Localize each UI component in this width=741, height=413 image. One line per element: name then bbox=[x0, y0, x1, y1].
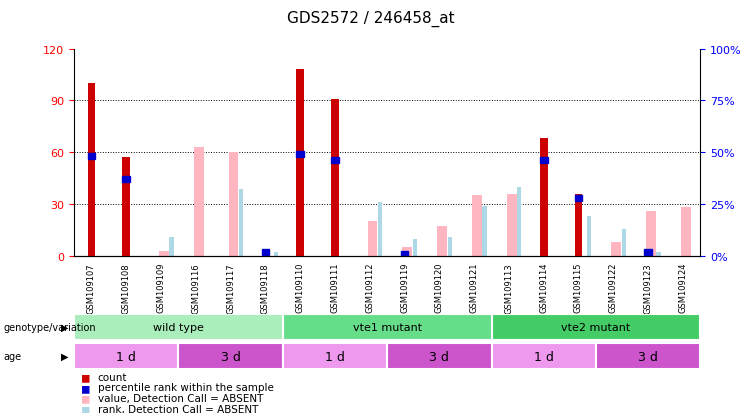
Text: ■: ■ bbox=[82, 402, 89, 413]
Bar bbox=[228, 153, 239, 256]
Text: 3 d: 3 d bbox=[221, 350, 241, 363]
Bar bbox=[273, 252, 278, 256]
Text: rank, Detection Call = ABSENT: rank, Detection Call = ABSENT bbox=[98, 404, 258, 413]
Bar bbox=[448, 237, 452, 256]
Bar bbox=[587, 217, 591, 256]
Bar bbox=[331, 158, 339, 164]
Bar bbox=[296, 152, 304, 158]
Bar bbox=[122, 158, 130, 256]
Bar bbox=[622, 229, 626, 256]
Bar bbox=[193, 148, 204, 256]
Bar bbox=[517, 188, 522, 256]
Text: 3 d: 3 d bbox=[430, 350, 449, 363]
Bar bbox=[575, 195, 582, 201]
Bar bbox=[401, 251, 408, 257]
Bar bbox=[262, 249, 269, 255]
Bar bbox=[170, 237, 173, 256]
Text: vte2 mutant: vte2 mutant bbox=[561, 322, 631, 332]
Bar bbox=[296, 70, 304, 256]
Text: 1 d: 1 d bbox=[116, 350, 136, 363]
Text: 1 d: 1 d bbox=[534, 350, 554, 363]
Text: ▶: ▶ bbox=[61, 351, 68, 361]
Bar bbox=[646, 211, 656, 256]
Text: vte1 mutant: vte1 mutant bbox=[353, 322, 422, 332]
Bar bbox=[74, 343, 179, 369]
Text: ■: ■ bbox=[82, 392, 89, 405]
Bar bbox=[681, 208, 691, 256]
Bar bbox=[74, 314, 283, 340]
Bar bbox=[387, 343, 491, 369]
Text: 1 d: 1 d bbox=[325, 350, 345, 363]
Bar bbox=[507, 194, 516, 256]
Bar bbox=[596, 343, 700, 369]
Bar bbox=[368, 222, 377, 256]
Text: percentile rank within the sample: percentile rank within the sample bbox=[98, 382, 273, 392]
Bar bbox=[472, 196, 482, 256]
Text: ■: ■ bbox=[82, 370, 89, 383]
Bar bbox=[87, 84, 96, 256]
Bar bbox=[283, 314, 491, 340]
Bar bbox=[331, 100, 339, 256]
Bar bbox=[122, 177, 130, 183]
Text: GDS2572 / 246458_at: GDS2572 / 246458_at bbox=[287, 10, 454, 26]
Text: wild type: wild type bbox=[153, 322, 204, 332]
Text: genotype/variation: genotype/variation bbox=[4, 322, 96, 332]
Bar bbox=[87, 154, 96, 160]
Bar bbox=[611, 242, 621, 256]
Text: ▶: ▶ bbox=[61, 322, 68, 332]
Bar bbox=[482, 206, 487, 256]
Bar bbox=[159, 251, 169, 256]
Bar bbox=[540, 158, 548, 164]
Bar bbox=[491, 314, 700, 340]
Bar bbox=[239, 190, 243, 256]
Text: value, Detection Call = ABSENT: value, Detection Call = ABSENT bbox=[98, 393, 263, 403]
Bar bbox=[491, 343, 596, 369]
Bar bbox=[540, 139, 548, 256]
Bar bbox=[378, 202, 382, 256]
Bar bbox=[644, 249, 652, 255]
Text: count: count bbox=[98, 372, 127, 382]
Text: 3 d: 3 d bbox=[638, 350, 658, 363]
Bar bbox=[179, 343, 283, 369]
Text: ■: ■ bbox=[82, 381, 89, 394]
Bar bbox=[437, 227, 447, 256]
Bar bbox=[657, 252, 660, 256]
Bar bbox=[575, 194, 582, 256]
Bar bbox=[413, 240, 417, 256]
Text: age: age bbox=[4, 351, 21, 361]
Bar bbox=[283, 343, 387, 369]
Bar bbox=[402, 247, 412, 256]
